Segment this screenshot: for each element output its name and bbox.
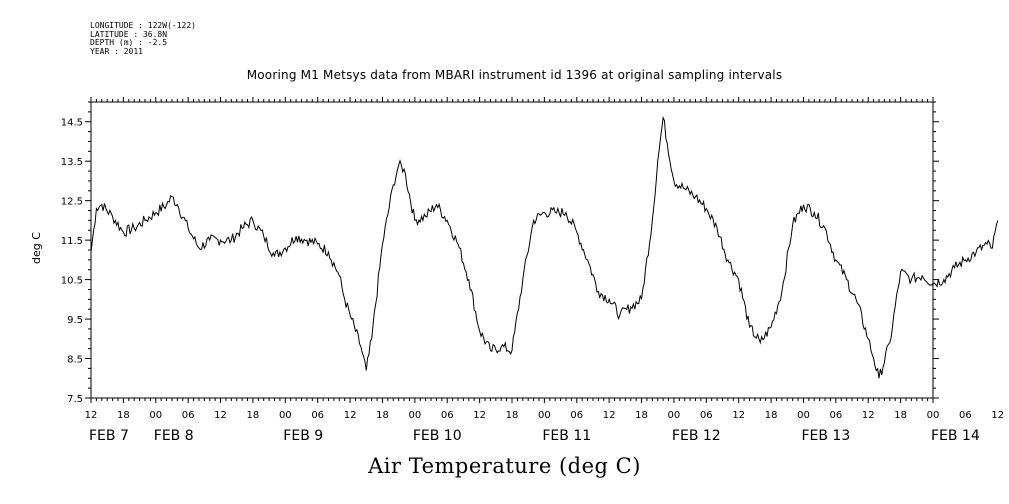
series-line <box>90 116 999 379</box>
x-tick-label: 00 <box>279 410 292 421</box>
day-label: FEB 12 <box>672 428 721 444</box>
plot-frame <box>90 101 934 399</box>
x-tick-label: 12 <box>732 410 745 421</box>
location-metadata: LONGITUDE : 122W(-122) LATITUDE : 36.8N … <box>90 21 196 56</box>
day-label: FEB 8 <box>154 428 194 444</box>
day-labels: FEB 7 FEB 8 FEB 9 FEB 10 FEB 11 FEB 12 FEB 13 F… <box>89 428 980 444</box>
x-tick-label: 12 <box>344 410 357 421</box>
x-tick-label: 12 <box>862 410 875 421</box>
x-tick-label: 12 <box>85 410 98 421</box>
x-tick-label: 06 <box>700 410 713 421</box>
x-tick-label: 06 <box>182 410 195 421</box>
chart-title: Mooring M1 Metsys data from MBARI instru… <box>246 68 783 82</box>
x-tick-label: 00 <box>927 410 940 421</box>
x-tick-label: 12 <box>473 410 486 421</box>
x-axis-title: Air Temperature (deg C) <box>368 454 641 478</box>
tick-marks <box>85 97 939 403</box>
y-tick-label: 12.5 <box>61 197 83 208</box>
x-tick-label: 18 <box>117 410 130 421</box>
x-tick-label: 18 <box>247 410 260 421</box>
x-tick-labels: 12 18 00 06 12 18 00 06 12 18 00 06 12 18 00 06 12 18 00 06… <box>85 410 1005 421</box>
x-tick-label: 00 <box>797 410 810 421</box>
x-tick-label: 00 <box>408 410 421 421</box>
chart-axes <box>90 101 934 399</box>
day-label: FEB 7 <box>89 428 129 444</box>
x-tick-label: 06 <box>959 410 972 421</box>
y-tick-label: 13.5 <box>61 157 83 168</box>
y-tick-label: 8.5 <box>67 355 83 366</box>
y-tick-label: 9.5 <box>67 315 83 326</box>
depth-label: DEPTH (m) : -2.5 <box>90 38 168 47</box>
y-tick-label: 14.5 <box>61 118 83 129</box>
x-tick-label: 18 <box>765 410 778 421</box>
y-axis-title: deg C <box>30 232 43 264</box>
x-tick-label: 12 <box>603 410 616 421</box>
longitude-label: LONGITUDE : 122W(-122) <box>90 21 196 30</box>
x-tick-label: 06 <box>441 410 454 421</box>
x-tick-label: 18 <box>635 410 648 421</box>
x-tick-label: 18 <box>376 410 389 421</box>
day-label: FEB 13 <box>801 428 850 444</box>
y-tick-labels: 7.5 8.5 9.5 10.5 11.5 12.5 13.5 14.5 <box>61 118 83 405</box>
y-tick-label: 11.5 <box>61 236 83 247</box>
x-tick-label: 06 <box>829 410 842 421</box>
x-tick-label: 06 <box>311 410 324 421</box>
x-tick-label: 12 <box>991 410 1004 421</box>
x-tick-label: 00 <box>538 410 551 421</box>
x-tick-label: 18 <box>894 410 907 421</box>
x-tick-label: 18 <box>506 410 519 421</box>
latitude-label: LATITUDE : 36.8N <box>90 29 168 39</box>
x-tick-label: 00 <box>149 410 162 421</box>
day-label: FEB 11 <box>542 428 591 444</box>
x-tick-label: 06 <box>570 410 583 421</box>
year-label: YEAR : 2011 <box>90 46 143 56</box>
x-tick-label: 12 <box>214 410 227 421</box>
day-label: FEB 9 <box>283 428 323 444</box>
day-label: FEB 14 <box>931 428 980 444</box>
y-tick-label: 10.5 <box>61 276 83 287</box>
day-label: FEB 10 <box>413 428 462 444</box>
y-tick-label: 7.5 <box>67 394 83 405</box>
x-tick-label: 00 <box>668 410 681 421</box>
